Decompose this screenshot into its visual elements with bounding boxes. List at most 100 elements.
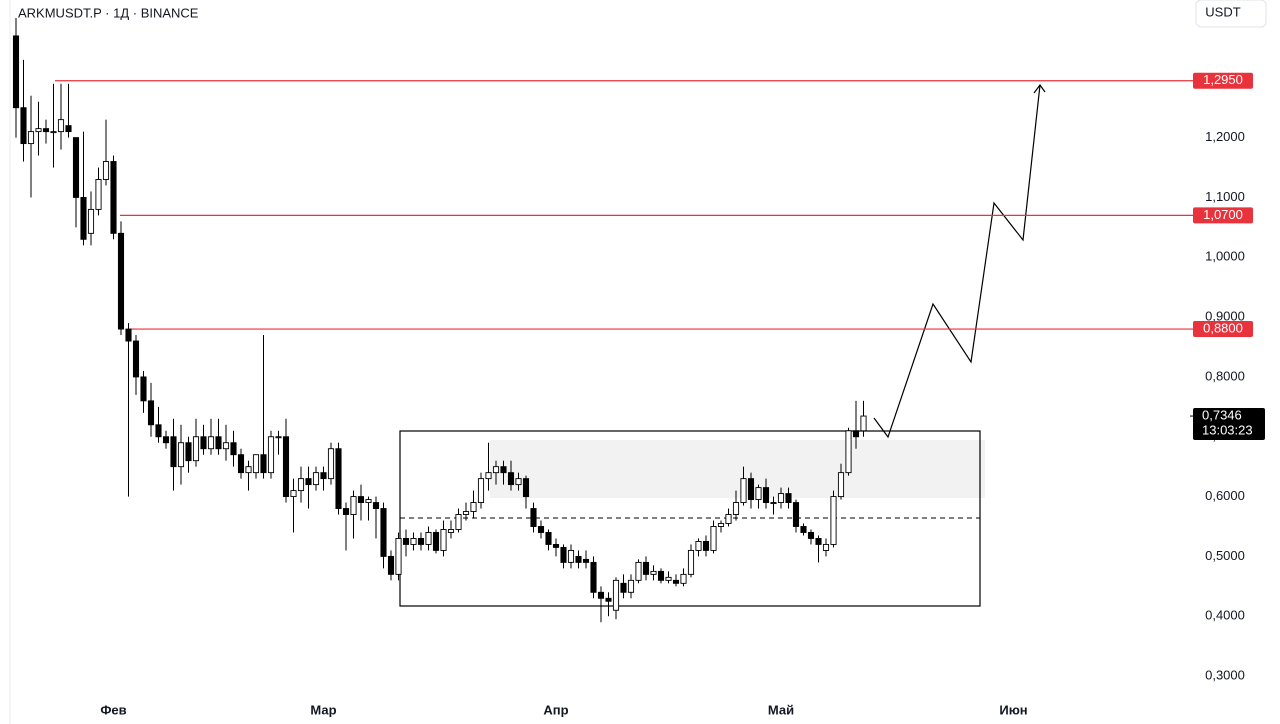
candle-body [402, 538, 410, 545]
candle-body [230, 442, 237, 456]
y-tick-label: 1,2000 [1205, 129, 1245, 144]
candles [12, 17, 867, 623]
candle-body [125, 328, 132, 342]
candle-body [650, 570, 657, 575]
candle-body [590, 561, 597, 593]
candle-body [515, 478, 522, 486]
candle-body [815, 538, 822, 545]
candle-body [507, 472, 515, 486]
candle-body [860, 415, 867, 432]
candle-body [177, 442, 185, 468]
candle-body [245, 466, 252, 474]
candle-body [417, 538, 425, 545]
y-tick-label: 0,8000 [1205, 368, 1245, 383]
candle-body [800, 526, 807, 533]
y-tick-label: 0,3000 [1205, 668, 1245, 683]
candle-body [575, 555, 582, 563]
candle-body [560, 546, 567, 563]
candle-body [95, 179, 102, 210]
candle-body [185, 442, 192, 462]
candle-body [830, 496, 837, 545]
candle-body [582, 558, 590, 563]
candle-body [282, 436, 290, 498]
candle-body [695, 541, 702, 551]
candle-body [147, 400, 155, 426]
level-label: 1,0700 [1203, 207, 1243, 222]
y-tick-label: 1,1000 [1205, 189, 1245, 204]
candle-body [57, 119, 65, 133]
candle-body [710, 526, 717, 551]
candle-body [470, 502, 477, 512]
candle-body [72, 137, 80, 198]
y-tick-label: 1,0000 [1205, 249, 1245, 264]
candle-body [305, 478, 312, 486]
level-tag [1193, 207, 1253, 224]
candle-body [432, 532, 440, 551]
candle-body [350, 496, 357, 515]
candle-body [357, 496, 365, 504]
candle-body [822, 543, 830, 551]
candle-body [597, 591, 605, 599]
candle-body [395, 538, 402, 575]
candle-body [455, 514, 462, 530]
candle-body [12, 35, 20, 109]
x-tick-label: Апр [543, 702, 568, 717]
candle-body [845, 430, 852, 474]
candle-body [200, 436, 207, 450]
candle-body [687, 549, 695, 575]
candle-body [267, 436, 275, 474]
x-tick-label: Июн [999, 702, 1027, 717]
candle-body [87, 208, 95, 234]
candle-body [170, 436, 177, 468]
candle-body [50, 131, 57, 134]
candle-body [485, 472, 492, 480]
candle-body [545, 532, 552, 545]
candle-body [320, 472, 327, 480]
candle-body [335, 448, 342, 509]
candle-body [635, 561, 642, 581]
candle-body [522, 478, 530, 498]
candle-body [327, 448, 335, 480]
candle-body [462, 511, 470, 515]
candle-body [605, 597, 612, 602]
candle-body [365, 499, 372, 504]
candle-body [552, 543, 560, 548]
level-label: 1,2950 [1203, 72, 1243, 87]
candle-body [537, 526, 545, 533]
candle-body [657, 570, 665, 581]
supply-zone [490, 440, 985, 498]
candle-body [717, 523, 725, 527]
candle-body [837, 472, 845, 498]
candle-body [35, 128, 42, 133]
candle-body [192, 436, 200, 462]
candle-body [410, 538, 417, 545]
candle-body [447, 529, 455, 533]
user-drawings [399, 83, 1046, 607]
currency-box [1195, 0, 1267, 28]
candle-body [20, 107, 27, 145]
y-tick-label: 0,5000 [1205, 548, 1245, 563]
candle-body [777, 493, 785, 504]
candle-body [140, 376, 147, 402]
last-price-tag [1193, 408, 1265, 441]
candle-body [215, 436, 222, 450]
candle-body [807, 532, 815, 539]
x-tick-label: Мар [310, 702, 336, 717]
candle-body [372, 502, 380, 509]
candle-body [80, 196, 87, 240]
candle-body [222, 442, 230, 450]
candle-body [762, 487, 770, 504]
candle-body [275, 436, 282, 439]
candle-body [260, 454, 267, 474]
candle-body [785, 493, 792, 504]
y-tick-label: 0,6000 [1205, 488, 1245, 503]
candle-body [612, 579, 620, 611]
projection-path [873, 84, 1041, 439]
candle-body [110, 161, 117, 234]
candle-body [65, 125, 72, 133]
last-price-label: 0,7346 [1202, 407, 1242, 422]
level-tag [1193, 321, 1253, 338]
candle-body [755, 487, 762, 501]
candle-body [440, 529, 447, 551]
